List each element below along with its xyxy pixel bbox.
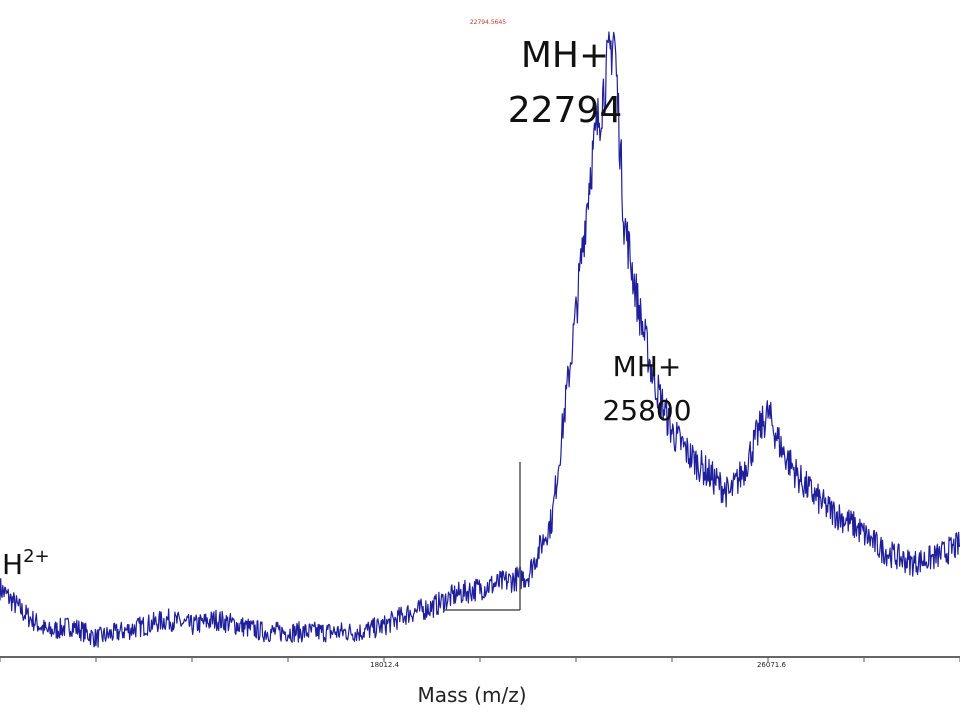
- annotation-mh-25800: MH+ 25800: [602, 350, 691, 427]
- annotation-mh-22794-line1: MH+: [521, 35, 609, 76]
- x-axis-tick-label: 26071.6: [757, 661, 786, 669]
- annotation-mh-25800-line2: 25800: [602, 394, 691, 427]
- x-axis-tick-label: 18012.4: [370, 661, 399, 669]
- annotation-mh-22794-line2: 22794: [508, 90, 623, 131]
- peak-label: 22794.5645: [470, 19, 506, 26]
- x-axis-label: Mass (m/z): [417, 683, 526, 707]
- spectrum-line: [0, 31, 960, 648]
- annotation-mh2-main: H: [2, 548, 23, 581]
- plot-area: 18012.4 26071.6: [0, 31, 960, 669]
- annotation-mh2-superscript: 2+: [23, 546, 50, 567]
- x-axis-minor-ticks: [0, 657, 960, 662]
- x-axis-tick-labels: 18012.4 26071.6: [370, 661, 786, 669]
- peak-width-bracket: [443, 462, 521, 611]
- annotation-mh-22794: MH+ 22794: [508, 35, 623, 131]
- annotation-mh-25800-line1: MH+: [613, 350, 682, 383]
- annotation-mh2: H2+: [2, 546, 50, 581]
